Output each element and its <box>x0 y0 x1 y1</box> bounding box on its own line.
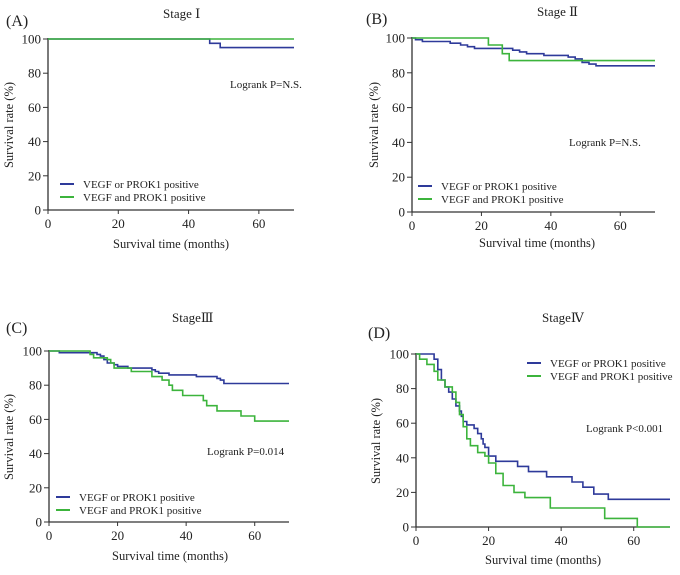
legend-label: VEGF or PROK1 positive <box>83 179 199 191</box>
legend-label: VEGF and PROK1 positive <box>550 371 673 383</box>
x-tick-label: 40 <box>544 218 557 233</box>
y-tick-label: 100 <box>22 32 42 47</box>
series-line-and-positive <box>49 350 289 422</box>
legend-label: VEGF or PROK1 positive <box>79 492 195 504</box>
panel-label: (B) <box>366 11 387 28</box>
x-tick-label: 40 <box>180 528 193 543</box>
logrank-annotation: Logrank P=0.014 <box>207 446 285 458</box>
x-tick-label: 0 <box>46 528 53 543</box>
x-tick-label: 0 <box>413 533 420 548</box>
y-axis-label: Survival rate (%) <box>2 82 16 168</box>
panel-label: (A) <box>6 13 28 30</box>
y-tick-label: 20 <box>28 168 41 183</box>
y-tick-label: 40 <box>29 446 42 461</box>
x-axis-label: Survival time (months) <box>485 553 601 567</box>
y-tick-label: 60 <box>396 416 409 431</box>
series-line-or-positive <box>49 350 289 385</box>
chart-title: StageⅣ <box>542 310 585 325</box>
y-tick-label: 20 <box>392 170 405 185</box>
y-tick-label: 0 <box>35 203 42 218</box>
x-tick-label: 60 <box>252 216 265 231</box>
y-tick-label: 20 <box>29 480 42 495</box>
y-tick-label: 0 <box>403 520 410 535</box>
x-tick-label: 40 <box>555 533 568 548</box>
legend-label: VEGF or PROK1 positive <box>550 358 666 370</box>
x-tick-label: 20 <box>112 216 125 231</box>
chart-title: Stage Ⅰ <box>163 6 200 21</box>
series-line-or-positive <box>412 37 655 67</box>
x-tick-label: 0 <box>45 216 52 231</box>
y-tick-label: 60 <box>28 100 41 115</box>
x-axis-label: Survival time (months) <box>113 237 229 251</box>
legend-label: VEGF and PROK1 positive <box>441 194 564 206</box>
logrank-annotation: Logrank P=N.S. <box>230 79 302 91</box>
legend-label: VEGF and PROK1 positive <box>79 505 202 517</box>
x-tick-label: 60 <box>248 528 261 543</box>
x-axis-label: Survival time (months) <box>112 549 228 563</box>
y-tick-label: 20 <box>396 485 409 500</box>
y-tick-label: 0 <box>36 515 43 530</box>
panel-c: (C) StageⅢ 0 20 40 60 80 100 0 20 40 60 Survival tim… <box>2 310 289 563</box>
panel-label: (D) <box>368 325 390 342</box>
y-tick-label: 80 <box>28 66 41 81</box>
x-tick-label: 20 <box>475 218 488 233</box>
panel-b: (B) Stage Ⅱ 0 20 40 60 80 100 0 20 40 60 Survival ti… <box>366 4 655 250</box>
y-axis-label: Survival rate (%) <box>367 82 381 168</box>
y-tick-label: 80 <box>396 381 409 396</box>
y-tick-label: 40 <box>392 135 405 150</box>
y-tick-label: 60 <box>29 412 42 427</box>
x-tick-label: 40 <box>182 216 195 231</box>
x-tick-label: 0 <box>409 218 416 233</box>
y-axis-label: Survival rate (%) <box>369 398 383 484</box>
panel-d: (D) StageⅣ 0 20 40 60 80 100 0 20 40 60 Survival tim… <box>368 310 673 567</box>
x-tick-label: 60 <box>614 218 627 233</box>
series-line-and-positive <box>416 353 670 528</box>
y-tick-label: 40 <box>396 450 409 465</box>
x-axis-label: Survival time (months) <box>479 236 595 250</box>
x-tick-label: 60 <box>627 533 640 548</box>
y-tick-label: 100 <box>386 31 406 46</box>
y-tick-label: 80 <box>29 378 42 393</box>
y-tick-label: 40 <box>28 134 41 149</box>
series-line-or-positive <box>48 38 294 49</box>
legend-label: VEGF or PROK1 positive <box>441 181 557 193</box>
panel-a: (A) Stage Ⅰ 0 20 40 60 80 100 0 20 40 60 Survival ti… <box>2 6 302 251</box>
panel-label: (C) <box>6 320 27 337</box>
y-tick-label: 80 <box>392 65 405 80</box>
y-tick-label: 60 <box>392 100 405 115</box>
chart-title: Stage Ⅱ <box>537 4 578 19</box>
series-line-and-positive <box>412 37 655 62</box>
x-tick-label: 20 <box>482 533 495 548</box>
y-axis-label: Survival rate (%) <box>2 394 16 480</box>
y-tick-label: 100 <box>23 344 43 359</box>
logrank-annotation: Logrank P<0.001 <box>586 423 663 435</box>
legend-label: VEGF and PROK1 positive <box>83 192 206 204</box>
chart-title: StageⅢ <box>172 310 213 325</box>
x-tick-label: 20 <box>111 528 124 543</box>
y-tick-label: 0 <box>399 205 406 220</box>
y-tick-label: 100 <box>390 347 410 362</box>
logrank-annotation: Logrank P=N.S. <box>569 137 641 149</box>
